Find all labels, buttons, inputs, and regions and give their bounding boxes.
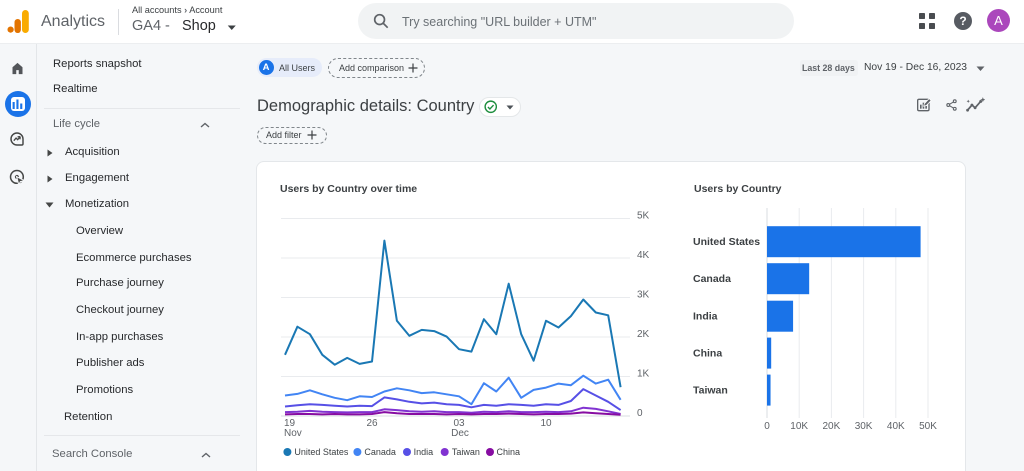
svg-text:China: China	[693, 348, 722, 360]
svg-text:03: 03	[453, 418, 465, 429]
svg-text:Taiwan: Taiwan	[452, 447, 480, 457]
svg-text:Canada: Canada	[364, 447, 396, 457]
svg-text:1K: 1K	[637, 369, 650, 380]
svg-text:United States: United States	[693, 236, 760, 248]
svg-text:50K: 50K	[919, 421, 937, 432]
svg-text:40K: 40K	[887, 421, 905, 432]
svg-text:0: 0	[637, 408, 643, 419]
svg-text:India: India	[693, 311, 718, 323]
svg-text:4K: 4K	[637, 250, 650, 261]
svg-text:20K: 20K	[823, 421, 841, 432]
svg-text:Users by Country over time: Users by Country over time	[280, 183, 417, 195]
svg-text:30K: 30K	[855, 421, 873, 432]
svg-text:10: 10	[540, 418, 552, 429]
svg-text:3K: 3K	[637, 290, 650, 301]
svg-text:26: 26	[366, 418, 378, 429]
svg-text:Nov: Nov	[284, 428, 302, 439]
svg-text:0: 0	[764, 421, 770, 432]
svg-text:19: 19	[284, 418, 296, 429]
svg-text:United States: United States	[294, 447, 349, 457]
svg-text:Users by Country: Users by Country	[694, 183, 782, 195]
svg-text:India: India	[414, 447, 434, 457]
svg-text:2K: 2K	[637, 329, 650, 340]
svg-text:5K: 5K	[637, 211, 650, 222]
svg-text:China: China	[497, 447, 521, 457]
svg-text:Taiwan: Taiwan	[693, 385, 728, 397]
svg-text:Dec: Dec	[451, 428, 469, 439]
svg-text:Canada: Canada	[693, 273, 731, 285]
svg-text:10K: 10K	[790, 421, 808, 432]
